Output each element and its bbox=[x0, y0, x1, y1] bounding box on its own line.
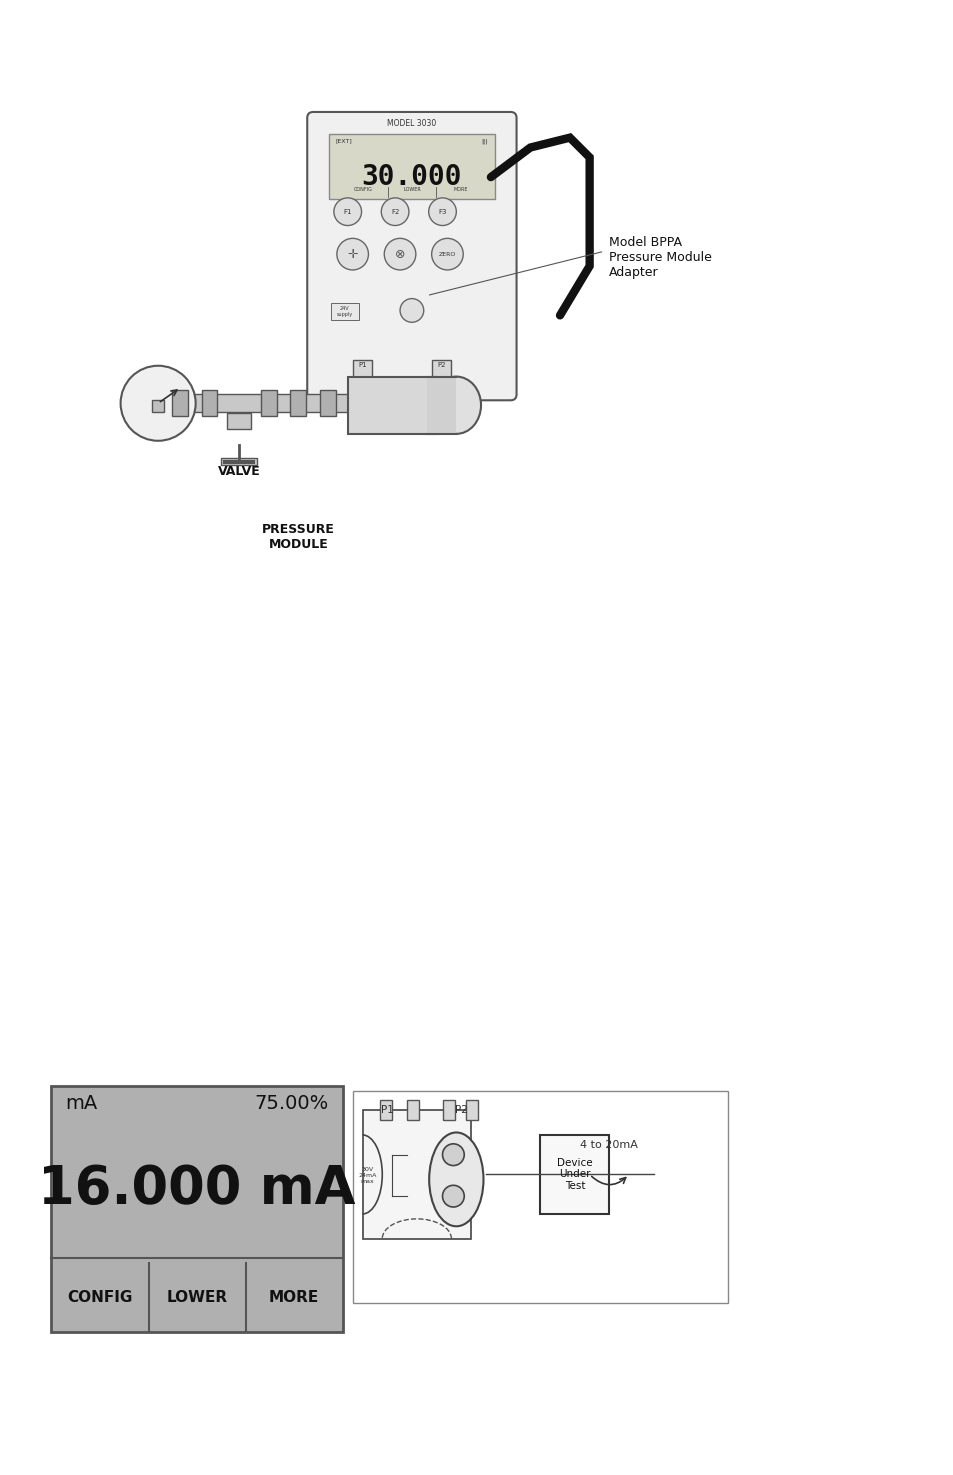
Ellipse shape bbox=[429, 1133, 483, 1226]
Bar bbox=[331, 302, 358, 320]
Bar bbox=[290, 391, 306, 416]
Bar bbox=[353, 1090, 727, 1302]
Circle shape bbox=[431, 239, 463, 270]
Text: F3: F3 bbox=[437, 208, 446, 215]
Circle shape bbox=[334, 198, 361, 226]
Text: Device
Under
Test: Device Under Test bbox=[557, 1158, 592, 1190]
Bar bbox=[260, 391, 276, 416]
FancyBboxPatch shape bbox=[51, 1086, 342, 1332]
Text: |||: ||| bbox=[481, 139, 487, 143]
Text: P2: P2 bbox=[436, 361, 445, 367]
Text: F2: F2 bbox=[391, 208, 399, 215]
Bar bbox=[201, 391, 217, 416]
Circle shape bbox=[384, 239, 416, 270]
Bar bbox=[320, 391, 335, 416]
Text: LOWER: LOWER bbox=[402, 187, 420, 192]
Circle shape bbox=[120, 366, 195, 441]
Text: PRESSURE
MODULE: PRESSURE MODULE bbox=[262, 522, 335, 550]
Circle shape bbox=[381, 198, 409, 226]
FancyBboxPatch shape bbox=[307, 112, 516, 400]
Ellipse shape bbox=[431, 376, 480, 434]
Bar bbox=[539, 1134, 609, 1214]
Bar bbox=[443, 1100, 455, 1120]
Text: ✛: ✛ bbox=[347, 248, 357, 261]
FancyBboxPatch shape bbox=[362, 1111, 471, 1239]
Text: 75.00%: 75.00% bbox=[254, 1094, 329, 1114]
Text: MORE: MORE bbox=[269, 1291, 319, 1305]
Bar bbox=[380, 1100, 392, 1120]
Bar bbox=[347, 376, 436, 434]
Text: Model BPPA
Pressure Module
Adapter: Model BPPA Pressure Module Adapter bbox=[609, 236, 712, 279]
Text: LOWER: LOWER bbox=[167, 1291, 228, 1305]
FancyBboxPatch shape bbox=[329, 134, 495, 199]
Bar bbox=[353, 360, 372, 378]
Circle shape bbox=[442, 1143, 464, 1165]
Bar bbox=[466, 1100, 477, 1120]
Text: 30.000: 30.000 bbox=[361, 164, 461, 192]
Text: 30V
24mA
max: 30V 24mA max bbox=[358, 1167, 376, 1184]
Text: P1: P1 bbox=[380, 1105, 394, 1115]
Text: 24V
supply: 24V supply bbox=[336, 305, 353, 317]
Circle shape bbox=[399, 298, 423, 322]
Bar bbox=[172, 391, 188, 416]
Text: CONFIG: CONFIG bbox=[68, 1291, 132, 1305]
Bar bbox=[407, 1100, 418, 1120]
Bar bbox=[152, 400, 164, 412]
Text: MORE: MORE bbox=[453, 187, 467, 192]
Text: F1: F1 bbox=[343, 208, 352, 215]
Text: ZERO: ZERO bbox=[438, 252, 456, 257]
Text: mA: mA bbox=[65, 1094, 97, 1114]
Text: VALVE: VALVE bbox=[217, 465, 260, 478]
Text: P2: P2 bbox=[455, 1105, 467, 1115]
Text: CONFIG: CONFIG bbox=[354, 187, 373, 192]
Circle shape bbox=[428, 198, 456, 226]
Bar bbox=[221, 457, 256, 466]
Text: [EXT]: [EXT] bbox=[335, 139, 353, 143]
Text: P1: P1 bbox=[357, 361, 367, 367]
Bar bbox=[431, 360, 451, 378]
Bar bbox=[227, 413, 251, 429]
Text: 16.000 mA: 16.000 mA bbox=[38, 1164, 355, 1215]
Bar bbox=[140, 394, 367, 412]
Text: 4 to 20mA: 4 to 20mA bbox=[579, 1140, 638, 1150]
Text: MODEL 3030: MODEL 3030 bbox=[387, 119, 436, 128]
Circle shape bbox=[336, 239, 368, 270]
Text: ⊗: ⊗ bbox=[395, 248, 405, 261]
Circle shape bbox=[442, 1186, 464, 1207]
